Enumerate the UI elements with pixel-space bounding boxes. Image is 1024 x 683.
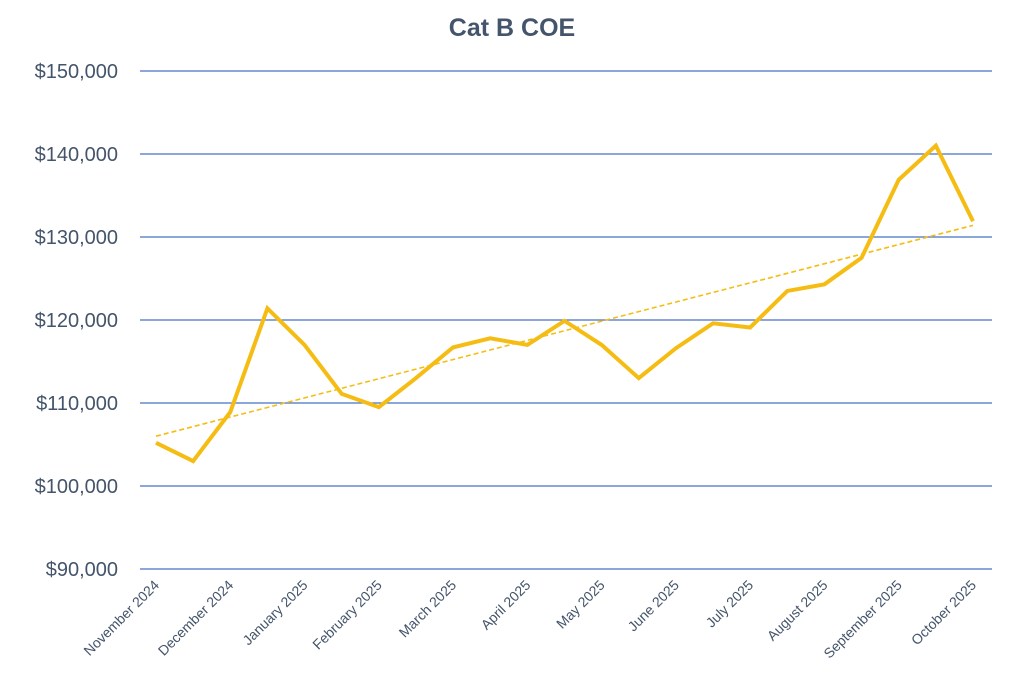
x-tick-label: August 2025	[764, 577, 831, 644]
x-tick-label: March 2025	[396, 577, 460, 641]
y-tick-label: $130,000	[35, 227, 118, 249]
chart-title: Cat B COE	[448, 14, 576, 42]
x-tick-label: February 2025	[309, 577, 385, 653]
x-tick-label: January 2025	[239, 577, 310, 648]
y-tick-label: $120,000	[35, 310, 118, 332]
series-line	[155, 142, 975, 464]
y-tick-label: $150,000	[35, 61, 118, 83]
trendline	[155, 224, 974, 437]
x-tick-label: May 2025	[553, 577, 608, 632]
y-tick-label: $90,000	[46, 559, 118, 581]
x-tick-label: September 2025	[820, 577, 905, 662]
x-tick-label: June 2025	[624, 577, 682, 635]
y-tick-label: $100,000	[35, 476, 118, 498]
x-tick-label: November 2024	[80, 577, 162, 659]
y-tick-label: $110,000	[36, 393, 118, 415]
y-tick-label: $140,000	[35, 144, 118, 166]
x-tick-label: April 2025	[478, 577, 534, 633]
x-tick-label: December 2024	[155, 577, 237, 659]
x-tick-label: October 2025	[908, 577, 979, 648]
x-tick-label: July 2025	[703, 577, 757, 631]
